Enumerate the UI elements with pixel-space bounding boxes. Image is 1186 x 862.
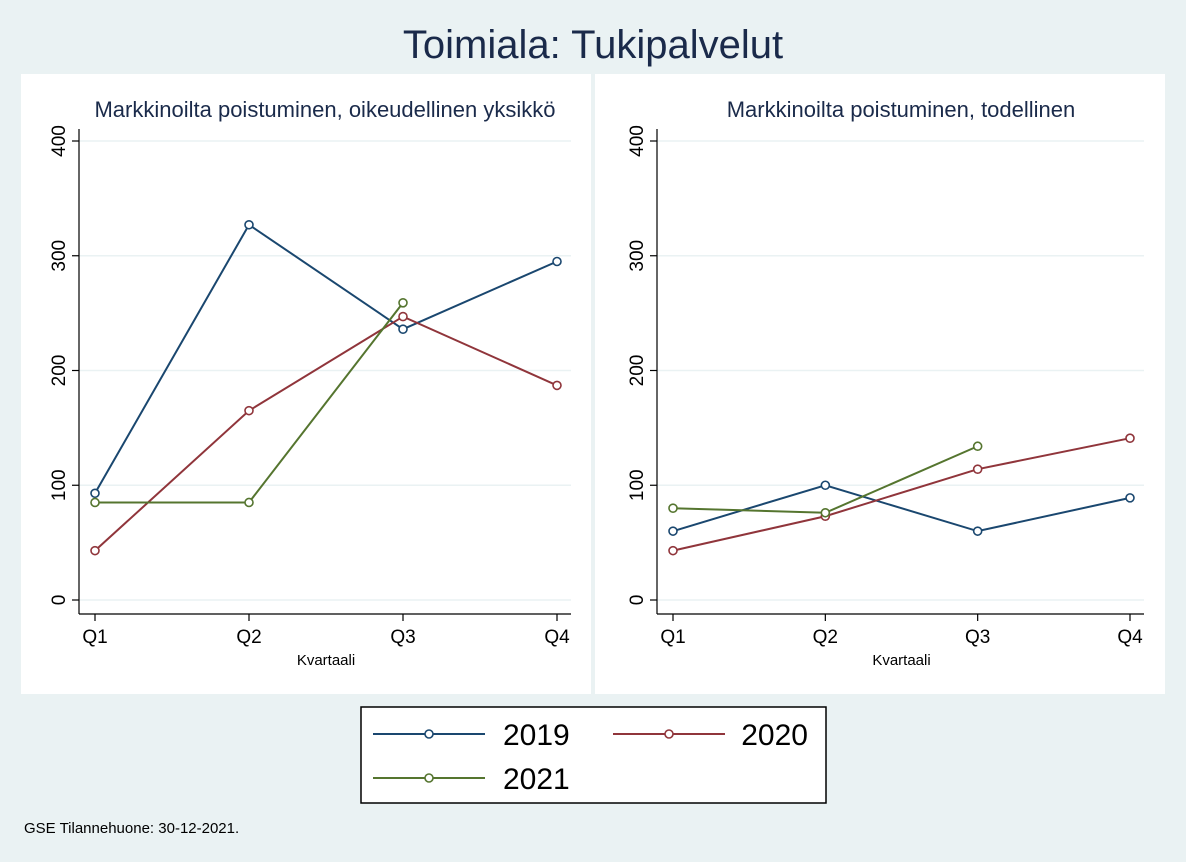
- data-point-2021-Q1: [668, 503, 678, 514]
- y-tick-label: 200: [627, 355, 648, 387]
- data-point-2021-Q1: [90, 497, 100, 508]
- y-tick-label: 400: [627, 125, 648, 157]
- data-point-2021-Q3: [972, 441, 983, 452]
- x-tick-label: Q2: [236, 627, 261, 648]
- y-tick-label: 400: [49, 125, 70, 157]
- y-tick-label: 0: [627, 595, 648, 606]
- footnote: GSE Tilannehuone: 30-12-2021.: [24, 820, 239, 837]
- series-line-2020: [94, 315, 558, 552]
- x-tick-label: Q2: [813, 627, 838, 648]
- data-point-2020-Q1: [668, 545, 678, 556]
- data-point-2020-Q2: [244, 405, 254, 416]
- data-point-2019-Q2: [820, 480, 831, 491]
- figure-title: Toimiala: Tukipalvelut: [403, 23, 783, 67]
- legend-marker-2020: [664, 729, 674, 739]
- data-point-2020-Q3: [398, 311, 408, 322]
- data-point-2020-Q1: [90, 545, 100, 556]
- series-line-2019: [94, 223, 558, 494]
- data-point-2020-Q4: [1125, 433, 1135, 444]
- data-point-2019-Q1: [668, 526, 678, 536]
- panel-1-background: [21, 74, 591, 694]
- panel-2-title: Markkinoilta poistuminen, todellinen: [727, 97, 1076, 122]
- data-point-2019-Q1: [90, 488, 100, 499]
- x-tick-label: Q3: [965, 627, 990, 648]
- y-tick-label: 100: [49, 469, 70, 501]
- data-point-2019-Q3: [972, 526, 983, 536]
- series-line-2019: [672, 484, 1131, 533]
- x-tick-label: Q4: [544, 627, 570, 648]
- data-point-2019-Q2: [244, 219, 254, 230]
- legend-marker-2019: [424, 729, 434, 739]
- legend-label-2021: 2021: [503, 763, 570, 796]
- data-point-2021-Q2: [244, 497, 254, 508]
- x-axis-label: Kvartaali: [297, 652, 355, 669]
- x-tick-label: Q1: [660, 627, 685, 648]
- data-point-2019-Q4: [1125, 493, 1135, 503]
- y-tick-label: 200: [49, 355, 70, 387]
- data-point-2020-Q3: [972, 464, 983, 474]
- data-point-2021-Q2: [820, 507, 831, 518]
- panel-2-background: [595, 74, 1165, 694]
- legend: 2019 2020 2021: [360, 706, 827, 804]
- data-point-2019-Q4: [552, 256, 562, 267]
- x-axis-label: Kvartaali: [872, 652, 930, 669]
- data-point-2021-Q3: [398, 297, 408, 308]
- x-tick-label: Q4: [1117, 627, 1143, 648]
- x-tick-label: Q3: [390, 627, 415, 648]
- data-point-2019-Q3: [398, 324, 408, 334]
- x-tick-label: Q1: [82, 627, 107, 648]
- y-tick-label: 300: [627, 240, 648, 272]
- panel-2: Markkinoilta poistuminen, todellinen 0 100…: [627, 97, 1144, 669]
- panel-1: Markkinoilta poistuminen, oikeudellinen …: [49, 97, 571, 669]
- legend-label-2020: 2020: [741, 719, 808, 752]
- panel-1-title: Markkinoilta poistuminen, oikeudellinen …: [94, 97, 555, 122]
- legend-marker-2021: [424, 773, 434, 783]
- y-tick-label: 100: [627, 469, 648, 501]
- series-line-2020: [672, 437, 1131, 552]
- legend-box: [360, 706, 827, 804]
- legend-label-2019: 2019: [503, 719, 570, 752]
- y-tick-label: 300: [49, 240, 70, 272]
- data-point-2020-Q4: [552, 380, 562, 391]
- y-tick-label: 0: [49, 595, 70, 606]
